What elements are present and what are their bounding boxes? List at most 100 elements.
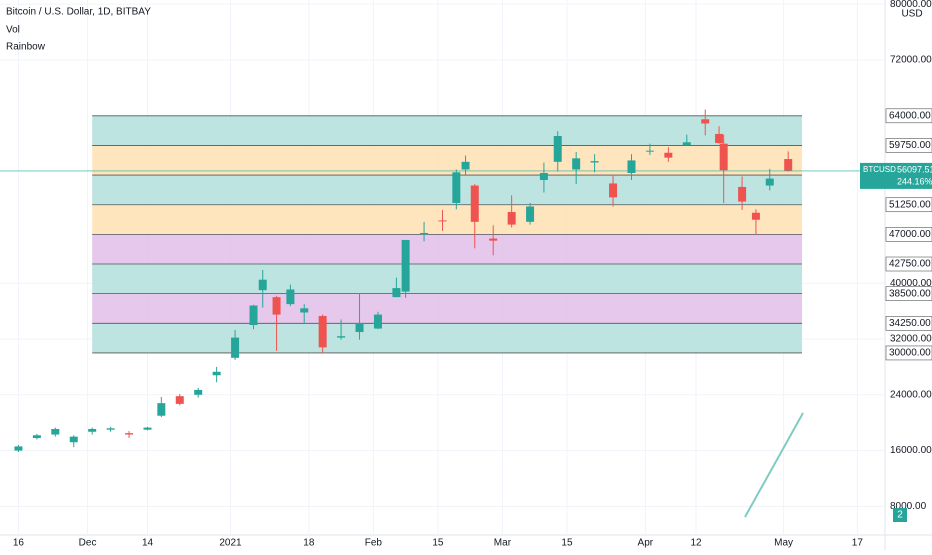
x-tick-label: 15: [561, 538, 573, 549]
x-tick-label: 15: [432, 538, 444, 549]
y-tick-label: 72000.00: [890, 55, 932, 66]
candle-body: [14, 446, 23, 451]
price-band: [92, 323, 803, 353]
x-tick-label: 2021: [219, 538, 242, 549]
candle-body: [765, 178, 774, 186]
x-tick-label: 17: [852, 538, 864, 549]
candle-body: [401, 239, 410, 292]
candle-body: [572, 158, 581, 170]
price-band: [92, 234, 803, 265]
price-axis-bg: [885, 0, 932, 550]
candle-body: [470, 185, 479, 222]
symbol: BTCUSD: [863, 165, 896, 174]
candle-body: [452, 172, 461, 203]
level-label: 30000.00: [889, 348, 931, 359]
level-label: 42750.00: [889, 259, 931, 270]
level-tag: [885, 108, 932, 124]
level-tag: [885, 227, 932, 242]
candle-body: [507, 212, 516, 225]
candle-body: [738, 186, 747, 202]
x-tick-label: 12: [690, 538, 702, 549]
candle-body: [438, 220, 447, 222]
candle-body: [373, 314, 382, 329]
price-band: [92, 145, 803, 176]
indicator: Rainbow: [6, 42, 46, 53]
candle-body: [751, 212, 760, 220]
candle-body: [609, 183, 618, 198]
candle-body: [719, 143, 728, 171]
x-tick-label: Mar: [494, 538, 512, 549]
candle-body: [590, 161, 599, 163]
candle-body: [175, 396, 184, 404]
y-tick-label: 8000.00: [890, 501, 927, 512]
level-tag: [885, 316, 932, 331]
x-tick-label: May: [774, 538, 793, 549]
price-band: [92, 115, 803, 146]
level-tag: [885, 256, 932, 272]
candle-body: [392, 288, 401, 298]
price-band: [92, 293, 803, 324]
candle-body: [125, 433, 134, 435]
candle-body: [539, 172, 548, 180]
candle-body: [526, 206, 535, 222]
candle-body: [682, 142, 691, 146]
badge: 2: [897, 510, 903, 521]
level-tag: [885, 286, 932, 301]
candle-body: [300, 308, 309, 313]
trend-line: [744, 412, 804, 518]
y-tick-label: 80000.00: [890, 0, 932, 10]
y-tick-label: 16000.00: [890, 445, 932, 456]
candle-body: [627, 160, 636, 173]
candle-body: [355, 322, 364, 333]
badge-bg: [893, 508, 907, 522]
indicator: Vol: [6, 25, 20, 36]
candle-body: [249, 305, 258, 326]
level-tag: [885, 197, 932, 213]
candle-body: [106, 428, 115, 430]
candle-body: [286, 289, 295, 305]
candle-body: [272, 297, 281, 315]
y-tick-label: 24000.00: [890, 389, 932, 400]
x-tick-label: 14: [142, 538, 154, 549]
candle-body: [32, 435, 41, 439]
candle-body: [157, 403, 166, 416]
candle-body: [318, 315, 327, 348]
level-label: 38500.00: [889, 288, 931, 299]
candle-body: [664, 152, 673, 158]
candle-body: [645, 150, 654, 152]
candle-body: [51, 428, 60, 435]
x-tick-label: Apr: [638, 538, 654, 549]
candle-body: [194, 389, 203, 395]
level-label: 59750.00: [889, 140, 931, 151]
x-tick-label: Dec: [79, 538, 97, 549]
x-tick-label: 16: [13, 538, 25, 549]
x-tick-label: 18: [303, 538, 315, 549]
candle-body: [420, 232, 429, 235]
price-band: [92, 175, 803, 205]
currency: USD: [901, 9, 922, 20]
candle-body: [461, 161, 470, 170]
level-label: 51250.00: [889, 199, 931, 210]
candle-body: [784, 159, 793, 171]
candle-body: [489, 238, 498, 241]
level-label: 47000.00: [889, 229, 931, 240]
level-tag: [885, 138, 932, 153]
candle-body: [258, 279, 267, 291]
candle-body: [553, 136, 562, 162]
price-band: [92, 264, 803, 294]
change-label: 244.16%: [897, 176, 932, 186]
candle-body: [337, 336, 346, 338]
y-tick-label: 40000.00: [890, 278, 932, 289]
candle-body: [715, 133, 724, 143]
level-label: 34250.00: [889, 318, 931, 329]
candle-body: [88, 428, 97, 432]
candle-body: [231, 337, 240, 358]
candle-body: [701, 119, 710, 124]
chart-title: Bitcoin / U.S. Dollar, 1D, BITBAY: [6, 7, 151, 18]
x-tick-label: Feb: [365, 538, 383, 549]
candle-body: [69, 436, 78, 443]
level-tag: [885, 345, 932, 361]
last-price: 56097.51: [897, 164, 932, 174]
